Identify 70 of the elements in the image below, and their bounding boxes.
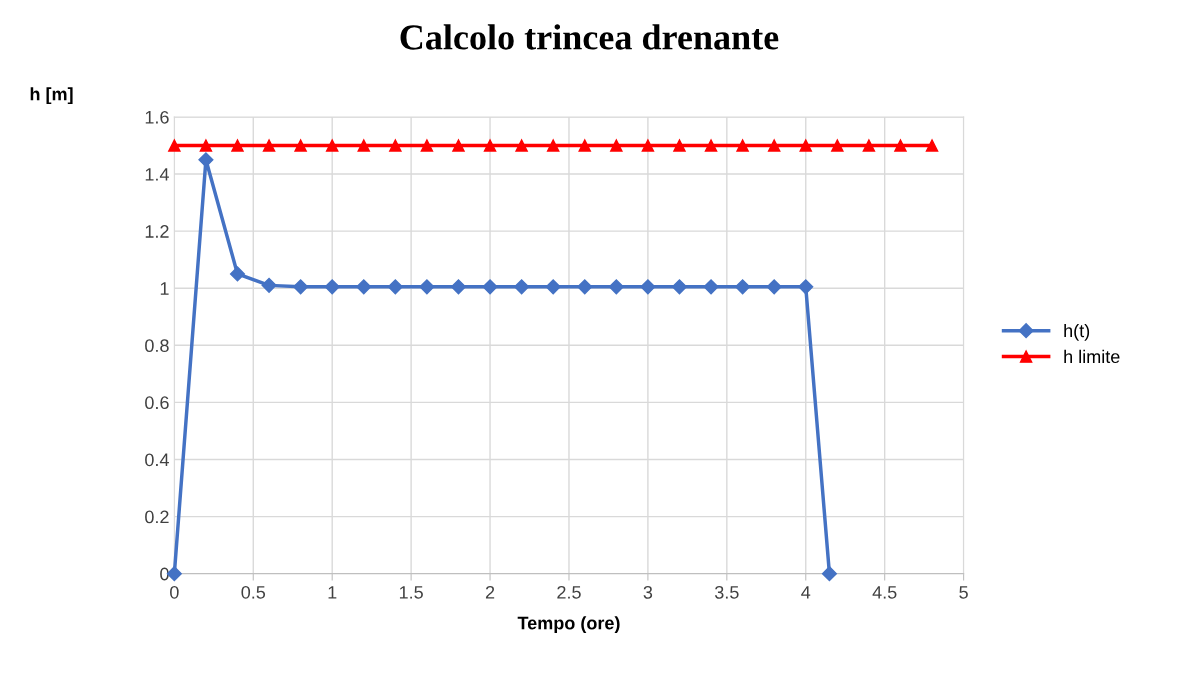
- y-tick-label: 1.4: [145, 168, 169, 181]
- point: [231, 139, 244, 152]
- point: [925, 139, 939, 152]
- point: [515, 139, 528, 152]
- x-tick-label: 3: [643, 585, 653, 599]
- x-tick-label: 1: [328, 586, 337, 599]
- point: [483, 139, 497, 152]
- y-axis-title: h [m]: [30, 87, 73, 105]
- point: [420, 139, 434, 152]
- y-tick-label: 0.2: [145, 510, 169, 524]
- point: [767, 139, 781, 152]
- point: [450, 279, 467, 295]
- point: [862, 139, 876, 152]
- point: [482, 279, 498, 295]
- point: [831, 139, 844, 152]
- point: [514, 279, 530, 295]
- point: [673, 139, 686, 152]
- point: [608, 279, 624, 295]
- point: [546, 139, 560, 152]
- legend-label: h limite: [1064, 349, 1120, 364]
- point: [356, 279, 372, 295]
- point: [736, 139, 749, 152]
- point: [229, 266, 246, 282]
- point: [545, 279, 561, 295]
- chart-title: Calcolo trincea drenante: [400, 24, 779, 50]
- y-tick-label: 0.6: [145, 396, 169, 410]
- point: [419, 279, 435, 295]
- y-tick-label: 1.6: [145, 110, 169, 124]
- point: [766, 279, 782, 295]
- point: [325, 139, 339, 152]
- point: [735, 279, 751, 295]
- point: [641, 139, 655, 152]
- y-tick-label: 1.2: [145, 225, 169, 238]
- x-tick-label: 5: [959, 586, 968, 599]
- x-tick-label: 2.5: [557, 585, 581, 599]
- point: [262, 139, 276, 152]
- point: [294, 139, 307, 152]
- x-axis-title: Tempo (ore): [517, 616, 620, 634]
- x-tick-label: 4.5: [872, 586, 897, 599]
- y-tick-label: 0.8: [145, 339, 169, 353]
- point: [640, 279, 656, 295]
- legend-label: h(t): [1064, 323, 1090, 341]
- y-tick-label: 1: [160, 282, 169, 295]
- x-tick-label: 2: [485, 585, 495, 599]
- point: [389, 139, 402, 152]
- point: [293, 279, 309, 295]
- point: [387, 279, 403, 295]
- y-tick-label: 0.4: [145, 453, 169, 467]
- point: [199, 139, 213, 152]
- point: [357, 139, 371, 152]
- point: [577, 279, 593, 295]
- point: [704, 139, 718, 152]
- x-tick-label: 3.5: [714, 585, 739, 599]
- x-tick-label: 1.5: [399, 586, 423, 599]
- point: [578, 139, 592, 152]
- point: [168, 139, 181, 152]
- point: [261, 277, 277, 293]
- x-tick-label: 0.5: [241, 585, 266, 599]
- point: [671, 279, 688, 295]
- point: [452, 139, 465, 152]
- point: [610, 139, 623, 152]
- point: [821, 566, 837, 582]
- point: [894, 139, 907, 152]
- point: [798, 279, 814, 295]
- point: [324, 279, 340, 295]
- point: [799, 139, 813, 152]
- point: [198, 152, 214, 168]
- x-tick-label: 0: [170, 585, 179, 599]
- x-tick-label: 4: [801, 586, 811, 599]
- point: [703, 279, 719, 295]
